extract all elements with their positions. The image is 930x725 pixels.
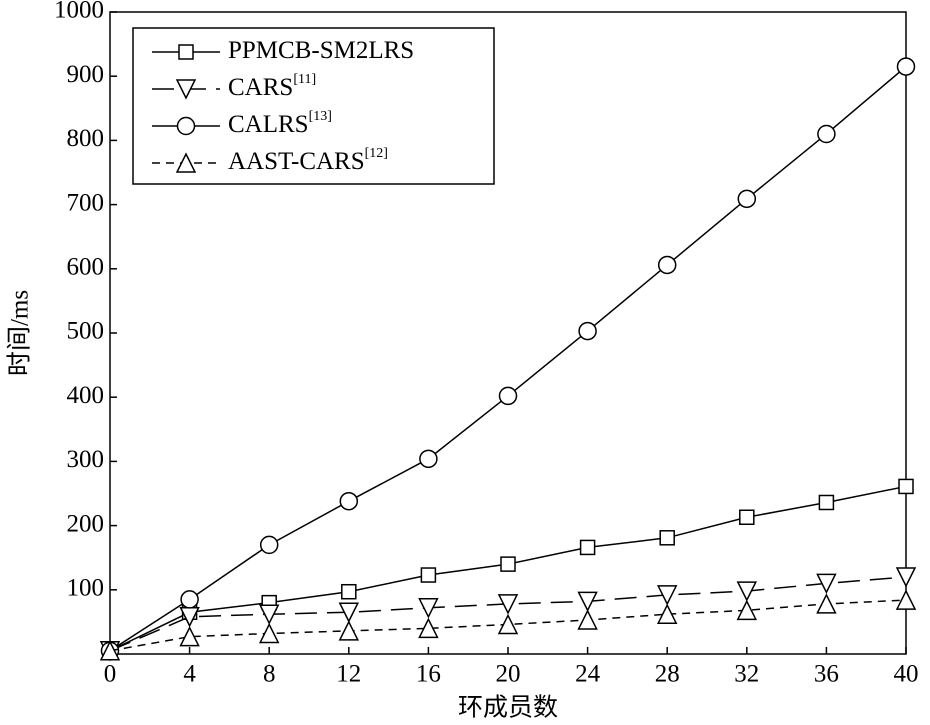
marker (895, 567, 917, 588)
marker (179, 625, 200, 647)
marker (577, 609, 598, 630)
legend-label: AAST-CARS[12] (228, 146, 388, 175)
marker (498, 386, 518, 406)
marker (418, 617, 439, 639)
y-tick-label: 200 (67, 510, 105, 537)
y-tick-label: 900 (67, 61, 105, 88)
marker (341, 583, 357, 600)
marker (418, 598, 439, 619)
legend-ref: [13] (309, 109, 332, 124)
x-tick-label: 24 (575, 661, 601, 688)
marker (736, 581, 758, 602)
marker (339, 491, 359, 511)
marker (895, 589, 917, 610)
marker (579, 539, 596, 556)
x-tick-label: 8 (263, 661, 276, 688)
marker (898, 478, 914, 495)
marker (656, 585, 678, 606)
marker (816, 593, 837, 614)
marker (175, 152, 197, 173)
x-tick-label: 0 (104, 661, 117, 688)
x-tick-label: 40 (894, 661, 919, 688)
marker (739, 509, 755, 526)
marker (578, 321, 597, 341)
marker (178, 44, 194, 60)
marker (817, 124, 836, 144)
x-tick-label: 4 (183, 661, 196, 688)
marker (259, 535, 279, 555)
marker (258, 604, 280, 625)
legend-ref: [12] (365, 146, 388, 161)
marker (816, 573, 837, 595)
legend-ref: [11] (293, 72, 316, 87)
marker (656, 603, 678, 624)
y-tick-label: 100 (67, 575, 105, 602)
marker (896, 57, 916, 76)
marker (497, 594, 519, 615)
y-tick-label: 400 (67, 382, 105, 409)
marker (175, 79, 197, 100)
legend-label: CARS[11] (228, 72, 316, 101)
marker (338, 602, 360, 623)
marker (577, 591, 598, 613)
marker (657, 255, 677, 275)
y-tick-label: 300 (67, 446, 105, 473)
x-tick-label: 12 (336, 661, 361, 688)
legend-name: CALRS (228, 111, 309, 138)
y-tick-label: 1000 (54, 0, 104, 24)
y-tick-label: 600 (67, 254, 105, 281)
marker (818, 494, 835, 511)
x-tick-label: 36 (814, 661, 839, 688)
legend-name: PPMCB-SM2LRS (228, 37, 414, 64)
marker (258, 622, 280, 644)
x-axis-label: 环成员数 (458, 694, 558, 722)
marker (659, 530, 675, 546)
legend-name: AAST-CARS (228, 148, 365, 175)
x-tick-label: 16 (416, 661, 441, 688)
x-tick-label: 32 (734, 661, 759, 688)
marker (500, 556, 516, 572)
marker (99, 640, 121, 661)
marker (419, 449, 438, 469)
legend-label: PPMCB-SM2LRS (228, 37, 414, 64)
y-tick-label: 700 (67, 189, 105, 216)
marker (180, 590, 199, 609)
legend-label: CALRS[13] (228, 109, 332, 138)
y-axis-label: 时间/ms (6, 290, 34, 376)
marker (737, 189, 757, 209)
x-tick-label: 28 (655, 661, 680, 688)
x-tick-label: 20 (496, 661, 521, 688)
marker (176, 116, 196, 136)
y-tick-label: 500 (67, 318, 105, 345)
marker (420, 567, 437, 583)
marker (497, 613, 519, 635)
legend-name: CARS (228, 74, 293, 101)
marker (338, 620, 360, 641)
marker (736, 599, 758, 621)
y-tick-label: 800 (67, 125, 105, 152)
